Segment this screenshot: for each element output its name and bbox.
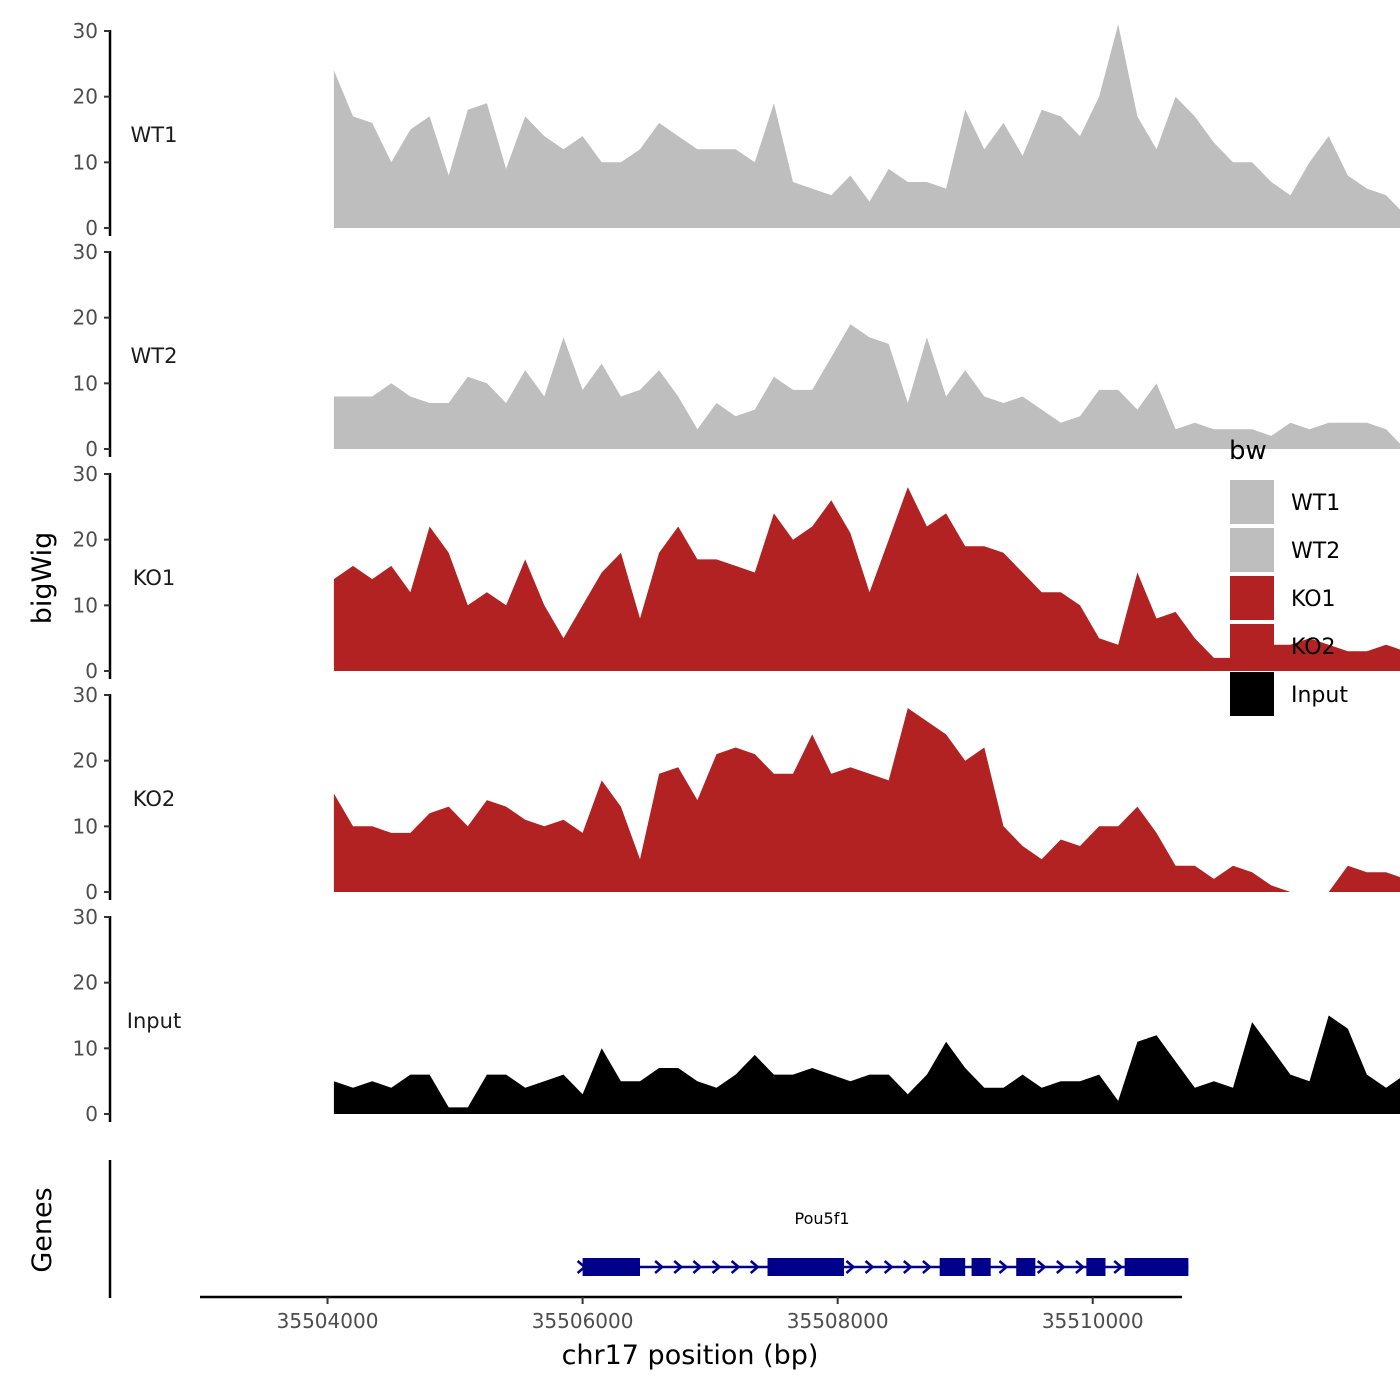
coverage-area-wt2 [333, 324, 1400, 449]
coverage-area-ko1 [333, 487, 1400, 671]
coverage-area-wt1 [333, 24, 1400, 228]
legend-label-ko2: KO2 [1291, 635, 1336, 660]
y-tick-label: 30 [73, 683, 98, 707]
x-tick-label: 35504000 [277, 1309, 379, 1333]
x-tick-label: 35508000 [787, 1309, 889, 1333]
track-panel-wt1: 0 10 20 30 WT1 [73, 19, 1400, 240]
strand-arrow [998, 1260, 1009, 1274]
strand-arrow [654, 1260, 665, 1274]
strand-arrow [1113, 1260, 1124, 1274]
gene-exon [767, 1258, 845, 1276]
y-tick-label: 30 [73, 462, 98, 486]
strand-arrow [1036, 1260, 1047, 1274]
strand-arrow [749, 1260, 760, 1274]
legend-swatch-ko2 [1230, 624, 1274, 668]
strand-arrow [1075, 1260, 1085, 1274]
track-label-ko1: KO1 [133, 566, 176, 590]
coverage-area-input [333, 1015, 1400, 1114]
strand-arrow [883, 1260, 894, 1274]
gene-name-label: Pou5f1 [795, 1209, 850, 1228]
y-axis-title: bigWig [27, 532, 58, 625]
track-label-input: Input [127, 1009, 181, 1033]
genes-panel: Pou5f1 [108, 1160, 1189, 1298]
gene-exon [939, 1258, 966, 1276]
y-tick-label: 10 [73, 1036, 98, 1060]
strand-arrow [902, 1260, 913, 1274]
gene-exon [1124, 1258, 1189, 1276]
y-tick-label: 10 [73, 593, 98, 617]
genes-axis-title: Genes [27, 1187, 58, 1272]
legend: bw WT1 WT2 KO1 KO2 Input [1229, 436, 1348, 716]
legend-swatch-input [1230, 672, 1274, 716]
y-tick-label: 20 [73, 306, 98, 330]
track-panels: 0 10 20 30 WT1 0 10 20 30 WT2 0 10 20 30 KO1 0 10 20 30 KO2… [73, 19, 1400, 1126]
y-tick-label: 0 [85, 659, 98, 683]
y-tick-label: 20 [73, 528, 98, 552]
strand-arrow [711, 1260, 722, 1274]
y-tick-label: 0 [85, 1102, 98, 1126]
strand-arrow [692, 1260, 703, 1274]
legend-swatch-wt1 [1230, 480, 1274, 524]
y-tick-label: 0 [85, 437, 98, 461]
gene-exon [582, 1258, 640, 1276]
legend-label-wt2: WT2 [1291, 539, 1340, 564]
x-axis-title: chr17 position (bp) [562, 1340, 819, 1371]
coverage-area-ko2 [333, 708, 1400, 892]
y-tick-label: 20 [73, 749, 98, 773]
y-tick-label: 10 [73, 371, 98, 395]
track-label-wt2: WT2 [131, 344, 178, 368]
strand-arrow [673, 1260, 684, 1274]
x-tick-label: 35510000 [1042, 1309, 1144, 1333]
x-axis: 35504000 35506000 35508000 35510000 [200, 1295, 1182, 1333]
track-panel-input: 0 10 20 30 Input [73, 905, 1400, 1126]
y-tick-label: 10 [73, 814, 98, 838]
strand-arrow [845, 1260, 856, 1274]
y-tick-label: 30 [73, 19, 98, 43]
strand-arrow [864, 1260, 875, 1274]
legend-swatch-wt2 [1230, 528, 1274, 572]
strand-arrow [730, 1260, 741, 1274]
track-panel-ko1: 0 10 20 30 KO1 [73, 462, 1400, 683]
legend-title: bw [1229, 436, 1267, 466]
track-label-wt1: WT1 [131, 123, 178, 147]
strand-arrow [1056, 1260, 1066, 1274]
track-panel-ko2: 0 10 20 30 KO2 [73, 683, 1400, 904]
y-tick-label: 0 [85, 880, 98, 904]
x-tick-label: 35506000 [532, 1309, 634, 1333]
legend-label-input: Input [1291, 683, 1348, 708]
strand-arrow [922, 1260, 932, 1274]
y-tick-label: 20 [73, 85, 98, 109]
legend-label-ko1: KO1 [1291, 587, 1336, 612]
track-label-ko2: KO2 [133, 787, 176, 811]
y-tick-label: 20 [73, 971, 98, 995]
y-tick-label: 30 [73, 240, 98, 264]
legend-label-wt1: WT1 [1291, 491, 1340, 516]
gene-exon [1016, 1258, 1036, 1276]
y-tick-label: 0 [85, 216, 98, 240]
y-tick-label: 30 [73, 905, 98, 929]
y-tick-label: 10 [73, 150, 98, 174]
legend-swatch-ko1 [1230, 576, 1274, 620]
track-panel-wt2: 0 10 20 30 WT2 [73, 240, 1400, 461]
gene-exon [971, 1258, 991, 1276]
gene-exon [1086, 1258, 1106, 1276]
